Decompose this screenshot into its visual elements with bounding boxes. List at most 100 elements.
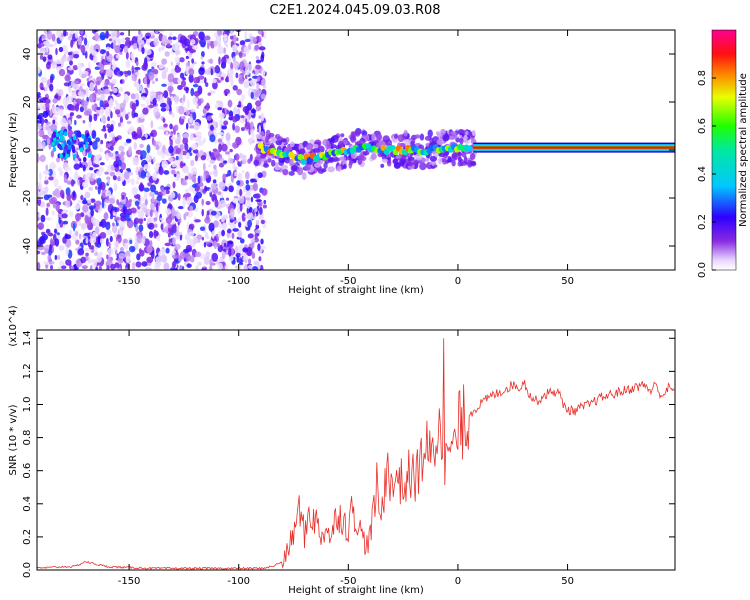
spectrogram-noise-mark — [147, 222, 155, 230]
spectrogram-noise-mark — [113, 182, 118, 192]
spectrogram-noise-mark — [69, 105, 77, 111]
spectrogram-noise-mark — [150, 201, 155, 212]
spectrogram-noise-mark — [58, 68, 66, 77]
spectrogram-noise-mark — [258, 125, 262, 134]
spectrogram-noise-mark — [209, 258, 213, 267]
spectrogram-noise-mark — [168, 32, 173, 37]
spectrogram-noise-mark — [167, 232, 171, 238]
spectrogram-halo-mark — [435, 131, 441, 136]
spectrogram-noise-mark — [260, 54, 265, 63]
spectrogram-noise-mark — [46, 137, 51, 145]
spectrogram-noise-mark — [185, 109, 191, 116]
spectrogram-noise-mark — [232, 56, 236, 63]
spectrogram-noise-mark — [167, 73, 175, 83]
spectrogram-noise-mark — [232, 60, 240, 70]
spectrogram-noise-mark — [192, 45, 199, 50]
spectrogram-noise-mark — [106, 68, 113, 78]
spectrogram-noise-mark — [109, 235, 113, 243]
spectrogram-noise-mark — [67, 51, 73, 56]
spectrogram-noise-mark — [216, 79, 222, 84]
spectrogram-halo-mark — [424, 135, 432, 141]
spectrogram-noise-mark — [228, 185, 234, 193]
spectrogram-noise-mark — [247, 219, 253, 228]
spectrogram-noise-mark — [244, 74, 248, 80]
spectrogram-noise-mark — [218, 132, 225, 136]
spectrogram-noise-mark — [188, 117, 193, 124]
spectrogram-noise-mark — [189, 223, 195, 230]
spectrogram-noise-mark — [67, 35, 73, 41]
spectrogram-noise-mark — [210, 67, 214, 76]
spectrogram-noise-mark — [40, 76, 48, 84]
spectrogram-noise-mark — [162, 144, 166, 154]
spectrogram-noise-mark — [90, 208, 95, 217]
snr-panel: -150 -100 -50 0 50 0.00.20.40.60.81.01.21.4 … — [8, 305, 676, 596]
spectrogram-noise-mark — [157, 94, 161, 102]
spectrogram-cluster-mark — [59, 136, 63, 142]
spectrogram-halo-mark — [312, 143, 319, 149]
spectrogram-noise-mark — [133, 217, 140, 225]
spectrogram-halo-mark — [314, 162, 321, 168]
spectrogram-noise-mark — [217, 30, 222, 37]
spectrogram-noise-mark — [244, 171, 250, 180]
spectrogram-noise-mark — [49, 75, 54, 84]
spectrogram-noise-mark — [165, 104, 170, 112]
spectrogram-noise-mark — [92, 172, 96, 180]
spectrogram-noise-mark — [45, 42, 51, 46]
spectrogram-halo-mark — [305, 143, 314, 150]
spectrogram-noise-mark — [104, 107, 111, 117]
spectrogram-noise-mark — [235, 136, 242, 146]
spectrogram-noise-mark — [243, 263, 248, 270]
spectrogram-noise-mark — [204, 231, 209, 239]
spectrogram-noise-mark — [114, 99, 118, 105]
spectrogram-noise-mark — [116, 202, 123, 206]
spectrogram-noise-mark — [51, 210, 55, 216]
spectrogram-noise-mark — [201, 208, 205, 217]
spectrogram-noise-mark — [119, 102, 126, 112]
spectrogram-cluster-mark — [81, 133, 86, 139]
spectrogram-noise-mark — [48, 168, 53, 177]
spectrogram-noise-mark — [93, 252, 99, 256]
spectrogram-noise-mark — [85, 252, 89, 257]
spectrogram-noise-mark — [247, 258, 252, 264]
spectrogram-panel: -150 -100 -50 0 50 -40 -20 0 20 40 Height of str… — [8, 29, 676, 296]
spectrogram-noise-mark — [154, 30, 159, 35]
spectrogram-noise-mark — [240, 126, 246, 132]
spectrogram-noise-mark — [46, 202, 51, 208]
spectrogram-noise-mark — [125, 139, 132, 144]
spectrogram-noise-mark — [165, 208, 172, 215]
spectrogram-noise-mark — [90, 216, 97, 224]
spectrogram-noise-mark — [55, 222, 61, 231]
spectrogram-noise-mark — [213, 164, 217, 170]
spectrogram-noise-mark — [158, 64, 164, 69]
spectrogram-noise-mark — [222, 173, 227, 182]
spectrogram-noise-mark — [170, 61, 174, 66]
spectrogram-noise-mark — [207, 164, 212, 168]
spectrogram-noise-mark — [238, 100, 242, 108]
spectrogram-noise-mark — [191, 48, 197, 53]
spectrogram-noise-mark — [43, 118, 49, 124]
spectrogram-noise-mark — [135, 166, 139, 176]
spectrogram-noise-mark — [261, 68, 266, 77]
spectrogram-noise-mark — [229, 208, 235, 218]
spectrogram-noise-mark — [61, 210, 67, 215]
spectrogram-halo-mark — [329, 157, 333, 162]
spectrogram-noise-mark — [112, 212, 117, 217]
spectrogram-noise-mark — [145, 153, 150, 162]
x-tick-label: 50 — [561, 276, 574, 287]
spectrogram-noise-mark — [221, 229, 225, 237]
spectrogram-noise-mark — [112, 58, 116, 67]
spectrogram-noise-mark — [171, 207, 176, 216]
snr-series-line — [37, 338, 675, 570]
spectrogram-noise-mark — [184, 142, 189, 151]
spectrogram-noise-mark — [114, 109, 121, 115]
spectrogram-noise-mark — [73, 80, 79, 84]
spectrogram-noise-mark — [148, 231, 154, 238]
spectrogram-noise-mark — [114, 262, 120, 269]
spectrogram-halo-mark — [340, 133, 345, 138]
spectrogram-noise-mark — [113, 246, 119, 251]
spectrogram-noise-mark — [80, 30, 84, 35]
spectrogram-noise-mark — [149, 209, 153, 218]
colorbar-tick-label: 0.8 — [697, 70, 708, 86]
spectrogram-noise-mark — [249, 79, 256, 87]
spectrogram-noise-mark — [212, 179, 217, 184]
